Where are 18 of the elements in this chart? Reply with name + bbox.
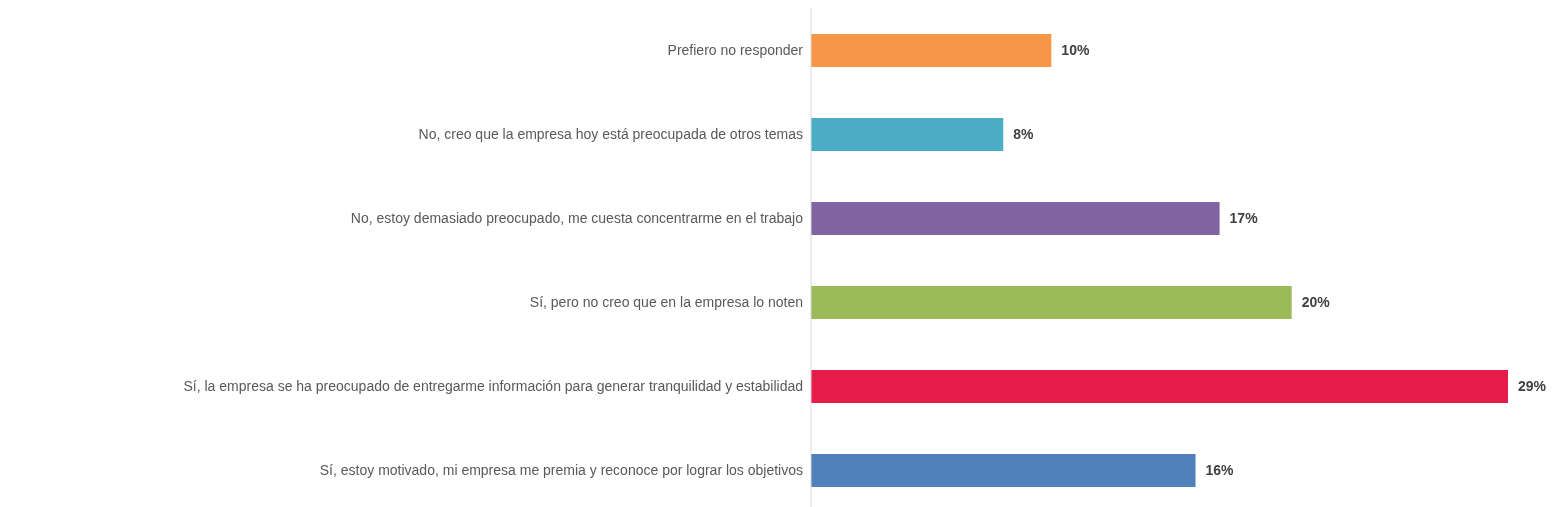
y-tick-label: Sí, pero no creo que en la empresa lo noten [529,293,803,310]
data-label: 8% [1013,126,1035,143]
data-label: 16% [1205,462,1235,479]
bar [811,454,1196,487]
data-label: 10% [1061,42,1090,59]
bar [811,34,1052,67]
bar [811,370,1508,403]
data-label: 17% [1229,210,1259,227]
bar [811,286,1292,319]
y-tick-label: Sí, estoy motivado, mi empresa me premia y reconoce por lograr los objetivos [319,461,803,478]
y-tick-label: No, creo que la empresa hoy está preocupada de otros temas [418,125,803,142]
data-label: 20% [1301,294,1331,311]
y-tick-label: Prefiero no responder [667,41,804,58]
data-label: 29% [1518,378,1547,395]
y-tick-label: Sí, la empresa se ha preocupado de entregarme información para generar tranquilidad y estabilidad [183,377,803,394]
y-tick-label: No, estoy demasiado preocupado, me cuesta concentrarme en el trabajo [350,209,804,226]
bar [811,202,1220,235]
bar [811,118,1004,151]
